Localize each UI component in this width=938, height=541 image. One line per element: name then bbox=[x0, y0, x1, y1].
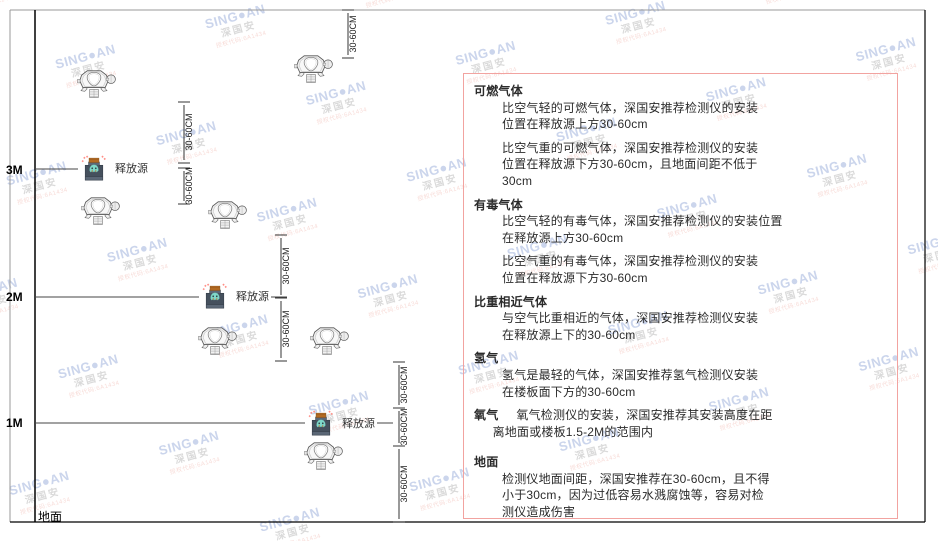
svg-text:释放源: 释放源 bbox=[236, 289, 269, 303]
svg-text:释放源: 释放源 bbox=[342, 416, 375, 430]
svg-text:30-60CM: 30-60CM bbox=[399, 366, 409, 403]
svg-text:30-60CM: 30-60CM bbox=[184, 167, 194, 204]
svg-text:释放源: 释放源 bbox=[115, 161, 148, 175]
svg-text:30-60CM: 30-60CM bbox=[399, 408, 409, 445]
svg-text:30-60CM: 30-60CM bbox=[348, 15, 358, 52]
svg-text:30-60CM: 30-60CM bbox=[184, 113, 194, 150]
svg-text:30-60CM: 30-60CM bbox=[281, 310, 291, 347]
svg-text:30-60CM: 30-60CM bbox=[399, 465, 409, 502]
svg-text:30-60CM: 30-60CM bbox=[281, 247, 291, 284]
